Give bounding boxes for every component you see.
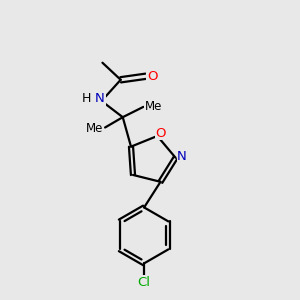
Text: N: N: [95, 92, 105, 105]
Text: Cl: Cl: [138, 276, 151, 289]
Text: Me: Me: [145, 100, 162, 113]
Text: H: H: [82, 92, 91, 105]
Text: O: O: [156, 127, 166, 140]
Text: O: O: [147, 70, 158, 83]
Text: Me: Me: [86, 122, 104, 135]
Text: N: N: [177, 150, 187, 163]
